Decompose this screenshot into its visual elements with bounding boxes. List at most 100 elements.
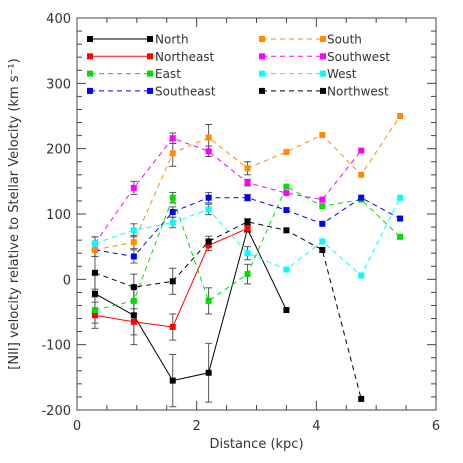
legend-marker bbox=[147, 87, 153, 94]
data-point-south bbox=[169, 150, 176, 157]
data-point-south bbox=[397, 113, 404, 119]
data-point-northwest bbox=[91, 269, 98, 276]
data-point-northwest bbox=[205, 238, 212, 245]
legend-marker bbox=[147, 36, 153, 42]
legend-marker bbox=[320, 87, 326, 94]
legend-label: West bbox=[327, 67, 357, 81]
data-point-east bbox=[130, 297, 137, 304]
legend-marker bbox=[87, 53, 93, 60]
data-point-northwest bbox=[283, 227, 290, 234]
data-point-north bbox=[283, 307, 290, 314]
data-point-southwest bbox=[319, 196, 326, 203]
data-point-south bbox=[205, 134, 212, 141]
y-tick-label: 0 bbox=[63, 273, 71, 288]
plot-frame bbox=[76, 17, 437, 411]
data-point-west bbox=[205, 206, 212, 213]
data-point-east bbox=[205, 297, 212, 304]
data-point-northeast bbox=[91, 312, 98, 319]
series-line-north bbox=[94, 227, 287, 382]
series-line-southwest bbox=[94, 137, 362, 244]
data-point-northwest bbox=[319, 246, 326, 253]
data-point-southeast bbox=[130, 253, 137, 260]
x-tick-label: 0 bbox=[73, 419, 81, 434]
data-point-west bbox=[397, 194, 404, 201]
data-point-southwest bbox=[283, 190, 290, 197]
y-tick-label: 100 bbox=[46, 208, 71, 223]
data-point-southeast bbox=[319, 220, 326, 227]
y-axis-title: [NII] velocity relative to Stellar Veloc… bbox=[7, 58, 22, 369]
x-tick-label: 4 bbox=[312, 419, 320, 434]
legend-marker bbox=[87, 36, 93, 42]
y-tick-label: -200 bbox=[41, 404, 71, 419]
data-point-east bbox=[319, 203, 326, 210]
data-point-southeast bbox=[205, 194, 212, 201]
legend-marker bbox=[147, 70, 153, 77]
data-point-north bbox=[130, 312, 137, 319]
x-axis-title: Distance (kpc) bbox=[209, 437, 303, 452]
data-point-southeast bbox=[244, 194, 251, 201]
legend-label: South bbox=[327, 33, 362, 47]
y-tick-label: 300 bbox=[46, 77, 71, 92]
x-tick-label: 6 bbox=[432, 419, 440, 434]
data-point-east bbox=[283, 183, 290, 190]
data-point-southwest bbox=[130, 184, 137, 191]
data-point-northeast bbox=[169, 324, 176, 331]
data-point-southwest bbox=[205, 148, 212, 155]
legend-label: East bbox=[155, 67, 181, 81]
legend-marker bbox=[259, 53, 265, 60]
legend-label: Southwest bbox=[327, 50, 390, 64]
data-point-south bbox=[283, 148, 290, 155]
data-point-northwest bbox=[358, 395, 365, 402]
legend-marker bbox=[87, 70, 93, 77]
data-point-northwest bbox=[169, 278, 176, 285]
data-point-southwest bbox=[244, 179, 251, 186]
data-point-south bbox=[319, 131, 326, 138]
data-point-west bbox=[283, 266, 290, 273]
legend-marker bbox=[87, 87, 93, 94]
legend-marker bbox=[259, 87, 265, 94]
data-point-west bbox=[319, 238, 326, 245]
data-point-west bbox=[130, 227, 137, 234]
data-point-east bbox=[169, 194, 176, 201]
x-tick-label: 2 bbox=[193, 419, 201, 434]
series-line-northwest bbox=[94, 221, 362, 400]
legend-marker bbox=[259, 70, 265, 77]
series-line-west bbox=[94, 197, 401, 277]
legend-label: Northwest bbox=[327, 84, 389, 98]
data-point-northeast bbox=[244, 225, 251, 232]
data-point-southwest bbox=[358, 147, 365, 154]
data-point-southeast bbox=[283, 207, 290, 214]
data-point-north bbox=[205, 369, 212, 376]
data-point-south bbox=[91, 246, 98, 253]
data-point-southeast bbox=[397, 215, 404, 222]
legend-marker bbox=[320, 36, 326, 42]
data-point-south bbox=[358, 171, 365, 178]
legend-marker bbox=[259, 36, 265, 42]
data-point-northeast bbox=[130, 318, 137, 325]
legend-label: Northeast bbox=[155, 50, 215, 64]
legend-marker bbox=[320, 70, 326, 77]
data-point-northwest bbox=[244, 218, 251, 225]
y-tick-label: -100 bbox=[41, 339, 71, 354]
data-point-northeast bbox=[205, 242, 212, 249]
data-point-west bbox=[91, 240, 98, 247]
y-tick-label: 400 bbox=[46, 12, 71, 27]
legend-label: Southeast bbox=[155, 84, 216, 98]
data-point-west bbox=[358, 272, 365, 279]
data-point-east bbox=[244, 271, 251, 278]
data-point-north bbox=[169, 377, 176, 384]
legend-label: North bbox=[155, 33, 189, 47]
legend-marker bbox=[147, 53, 153, 60]
data-point-south bbox=[130, 239, 137, 246]
y-tick-label: 200 bbox=[46, 143, 71, 158]
data-point-southwest bbox=[169, 135, 176, 142]
data-point-northwest bbox=[130, 284, 137, 291]
data-point-south bbox=[244, 165, 251, 172]
legend-marker bbox=[320, 53, 326, 60]
data-point-west bbox=[169, 219, 176, 226]
data-point-north bbox=[91, 290, 98, 297]
data-point-east bbox=[397, 233, 404, 240]
data-point-southeast bbox=[358, 194, 365, 201]
data-point-southeast bbox=[169, 209, 176, 216]
